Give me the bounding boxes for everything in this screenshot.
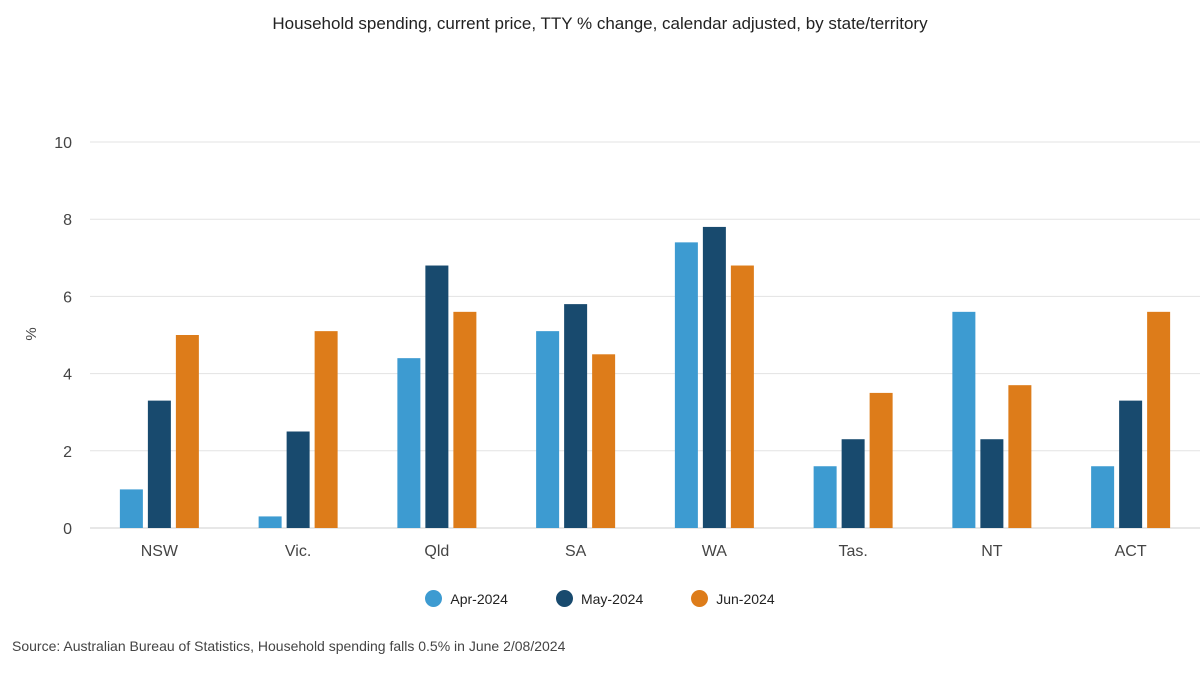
x-tick-label: Vic. (285, 543, 311, 560)
legend-item-may[interactable]: May-2024 (555, 590, 644, 607)
x-axis-ticks: NSW Vic. Qld SA WA Tas. NT ACT (141, 543, 1147, 560)
bar-nt-apr-2024[interactable] (952, 311, 976, 528)
legend: Apr-2024 May-2024 Jun-2024 (0, 590, 1200, 607)
bar-tas-may-2024[interactable] (841, 439, 865, 528)
legend-item-jun[interactable]: Jun-2024 (691, 590, 775, 607)
y-tick-label: 2 (63, 444, 72, 461)
bar-vic-jun-2024[interactable] (314, 331, 338, 528)
bar-wa-jun-2024[interactable] (730, 265, 754, 528)
bar-wa-apr-2024[interactable] (674, 242, 698, 529)
bars (119, 226, 1171, 529)
chart-title: Household spending, current price, TTY %… (272, 14, 928, 33)
y-axis-label: % (23, 327, 40, 340)
bar-act-may-2024[interactable] (1119, 400, 1143, 528)
y-axis-ticks: 0 2 4 6 8 10 (54, 135, 72, 538)
bar-sa-may-2024[interactable] (564, 304, 588, 528)
x-tick-label: NSW (141, 543, 179, 560)
source-note: Source: Australian Bureau of Statistics,… (12, 638, 566, 654)
bar-sa-apr-2024[interactable] (536, 331, 560, 528)
legend-swatch-apr (425, 590, 443, 607)
y-tick-label: 0 (63, 521, 72, 538)
legend-label-jun: Jun-2024 (716, 590, 775, 607)
legend-swatch-jun (691, 590, 709, 607)
bar-qld-may-2024[interactable] (425, 265, 449, 528)
y-tick-label: 6 (63, 289, 72, 306)
bar-act-jun-2024[interactable] (1147, 311, 1171, 528)
legend-label-may: May-2024 (580, 590, 644, 607)
y-tick-label: 4 (63, 367, 72, 384)
x-tick-label: Tas. (838, 543, 867, 560)
bar-nt-may-2024[interactable] (980, 439, 1004, 528)
bar-vic-may-2024[interactable] (286, 431, 310, 529)
x-tick-label: Qld (424, 543, 449, 560)
bar-act-apr-2024[interactable] (1091, 466, 1115, 528)
bar-vic-apr-2024[interactable] (258, 516, 282, 528)
x-tick-label: SA (565, 543, 587, 560)
bar-qld-apr-2024[interactable] (397, 358, 421, 528)
bar-nsw-may-2024[interactable] (147, 400, 171, 528)
legend-item-apr[interactable]: Apr-2024 (425, 590, 508, 607)
x-tick-label: WA (702, 543, 728, 560)
x-tick-label: NT (981, 543, 1003, 560)
grid-lines (90, 141, 1200, 529)
x-tick-label: ACT (1115, 543, 1147, 560)
bar-tas-jun-2024[interactable] (869, 392, 893, 528)
bar-qld-jun-2024[interactable] (453, 311, 477, 528)
bar-sa-jun-2024[interactable] (592, 354, 616, 528)
y-tick-label: 8 (63, 212, 72, 229)
bar-tas-apr-2024[interactable] (813, 466, 837, 528)
legend-label-apr: Apr-2024 (450, 590, 508, 607)
bar-nsw-jun-2024[interactable] (175, 335, 199, 528)
bar-wa-may-2024[interactable] (702, 226, 726, 529)
y-tick-label: 10 (54, 135, 72, 152)
legend-swatch-may (555, 590, 573, 607)
bar-nsw-apr-2024[interactable] (119, 489, 143, 528)
bar-nt-jun-2024[interactable] (1008, 385, 1032, 528)
